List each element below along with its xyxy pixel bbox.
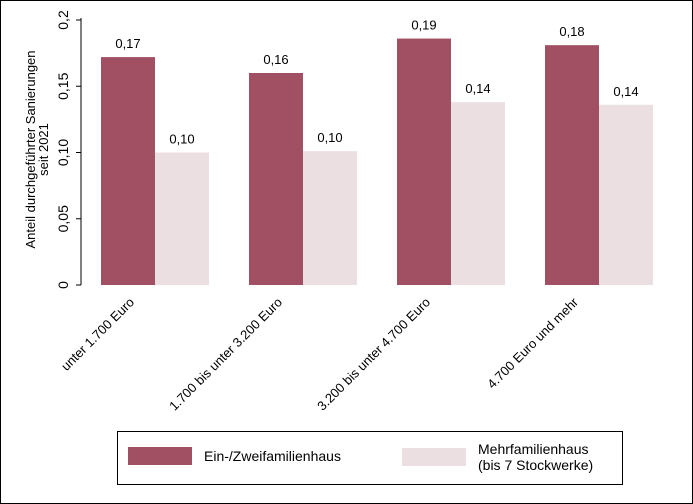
value-label: 0,16 — [263, 52, 288, 67]
y-tick-label: 0,2 — [55, 10, 71, 30]
value-label: 0,14 — [465, 81, 490, 96]
y-axis-label-line: Anteil durchgeführter Sanierungen — [23, 50, 38, 248]
x-tick-label: 1.700 bis unter 3.200 Euro — [166, 295, 285, 414]
bar-ein-zweifamilienhaus-2 — [249, 73, 303, 285]
x-tick-label: 4.700 Euro und mehr — [484, 294, 581, 391]
bar-ein-zweifamilienhaus-3 — [397, 38, 451, 285]
x-tick-labels: unter 1.700 Euro 1.700 bis unter 3.200 Eu… — [58, 294, 582, 413]
x-tick-label: 3.200 bis unter 4.700 Euro — [314, 295, 433, 414]
legend: Ein-/Zweifamilienhaus Mehrfamilienhaus (… — [117, 431, 623, 485]
legend-swatch-series-1 — [128, 447, 192, 465]
bar-mehrfamilienhaus-2 — [303, 151, 357, 285]
y-tick-label: 0,10 — [55, 139, 71, 166]
value-label: 0,17 — [115, 36, 140, 51]
value-labels: 0,17 0,10 0,16 0,10 0,19 0,14 0,18 0,14 — [115, 18, 638, 147]
legend-label-series-1: Ein-/Zweifamilienhaus — [204, 448, 341, 464]
value-label: 0,14 — [613, 84, 638, 99]
x-tick-label: unter 1.700 Euro — [58, 295, 137, 374]
bar-ein-zweifamilienhaus-1 — [101, 57, 155, 285]
legend-label-series-2: Mehrfamilienhaus (bis 7 Stockwerke) — [478, 441, 594, 473]
y-axis-label-line: seit 2021 — [36, 123, 51, 176]
value-label: 0,10 — [169, 132, 194, 147]
bars — [101, 38, 653, 286]
bar-mehrfamilienhaus-4 — [599, 104, 653, 285]
bar-mehrfamilienhaus-3 — [451, 102, 505, 286]
value-label: 0,10 — [317, 130, 342, 145]
legend-item-series-2: Mehrfamilienhaus (bis 7 Stockwerke) — [402, 441, 593, 473]
axes: 0 0,05 0,10 0,15 0,2 — [55, 10, 82, 289]
bar-ein-zweifamilienhaus-4 — [545, 45, 599, 285]
y-axis-label: Anteil durchgeführter Sanierungenseit 20… — [23, 50, 51, 248]
bar-mehrfamilienhaus-1 — [155, 152, 209, 285]
y-tick-label: 0,15 — [55, 72, 71, 99]
value-label: 0,18 — [559, 24, 584, 39]
legend-item-series-1: Ein-/Zweifamilienhaus — [128, 447, 341, 465]
bar-chart: 00,050,100,150,2 0,170,100,160,100,190,1… — [23, 10, 653, 413]
value-label: 0,19 — [411, 18, 436, 33]
y-tick-label: 0 — [55, 281, 71, 289]
legend-swatch-series-2 — [402, 448, 466, 466]
y-tick-label: 0,05 — [55, 205, 71, 232]
